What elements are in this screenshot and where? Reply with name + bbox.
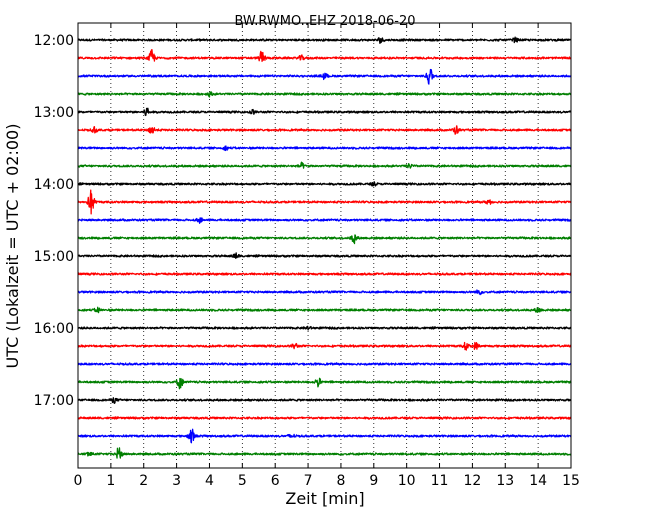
plot-frame: [77, 22, 572, 469]
x-tick-label-5: 5: [238, 473, 247, 489]
y-axis-label: UTC (Lokalzeit = UTC + 02:00): [3, 124, 22, 369]
x-tick-label-15: 15: [562, 473, 580, 489]
trace-1430: [77, 217, 572, 224]
trace-1645: [77, 377, 572, 390]
trace-1500: [77, 252, 572, 259]
trace-1545: [77, 306, 572, 314]
x-tick-label-2: 2: [139, 473, 148, 489]
y-tick-label-14:00: 14:00: [34, 177, 74, 193]
x-tick-label-1: 1: [106, 473, 115, 489]
trace-1200: [77, 36, 572, 44]
x-tick-label-8: 8: [336, 473, 345, 489]
x-tick-label-10: 10: [398, 473, 416, 489]
y-tick-label-13:00: 13:00: [34, 105, 74, 121]
trace-1300: [77, 107, 572, 117]
trace-1730: [77, 428, 572, 444]
trace-1400: [77, 181, 572, 187]
trace-1330: [77, 145, 572, 152]
trace-1345: [77, 161, 572, 169]
trace-1615: [77, 341, 572, 351]
trace-1445: [77, 234, 572, 245]
x-axis-ticks: 0 1 2 3 4 5 6 7 8 9 10 11 12 13 14 15: [74, 23, 580, 489]
x-tick-label-9: 9: [369, 473, 378, 489]
x-tick-label-7: 7: [304, 473, 313, 489]
trace-1700: [77, 397, 572, 404]
x-tick-label-11: 11: [431, 473, 449, 489]
x-tick-label-0: 0: [74, 473, 83, 489]
trace-1630: [77, 362, 572, 366]
seismic-traces: [77, 36, 572, 459]
x-tick-label-6: 6: [271, 473, 280, 489]
trace-1745: [77, 447, 572, 459]
trace-1715: [77, 416, 572, 420]
y-tick-label-15:00: 15:00: [34, 249, 74, 265]
x-tick-label-14: 14: [529, 473, 547, 489]
trace-1415: [77, 189, 572, 215]
x-tick-label-3: 3: [172, 473, 181, 489]
y-tick-label-16:00: 16:00: [34, 321, 74, 337]
trace-1530: [77, 289, 572, 296]
trace-1245: [77, 91, 572, 98]
x-tick-label-4: 4: [205, 473, 214, 489]
trace-1215: [77, 49, 572, 63]
trace-1230: [77, 68, 572, 85]
x-tick-label-12: 12: [463, 473, 481, 489]
trace-1600: [77, 325, 572, 331]
chart-title: BW.RWMO..EHZ 2018-06-20: [234, 14, 415, 29]
y-tick-label-17:00: 17:00: [34, 393, 74, 409]
trace-1315: [77, 125, 572, 135]
x-tick-label-13: 13: [496, 473, 514, 489]
y-tick-label-12:00: 12:00: [34, 33, 74, 49]
x-axis-label: Zeit [min]: [285, 489, 364, 508]
trace-1515: [77, 272, 572, 276]
y-axis-ticks: 12:00 13:00 14:00 15:00 16:00 17:00: [34, 33, 571, 409]
